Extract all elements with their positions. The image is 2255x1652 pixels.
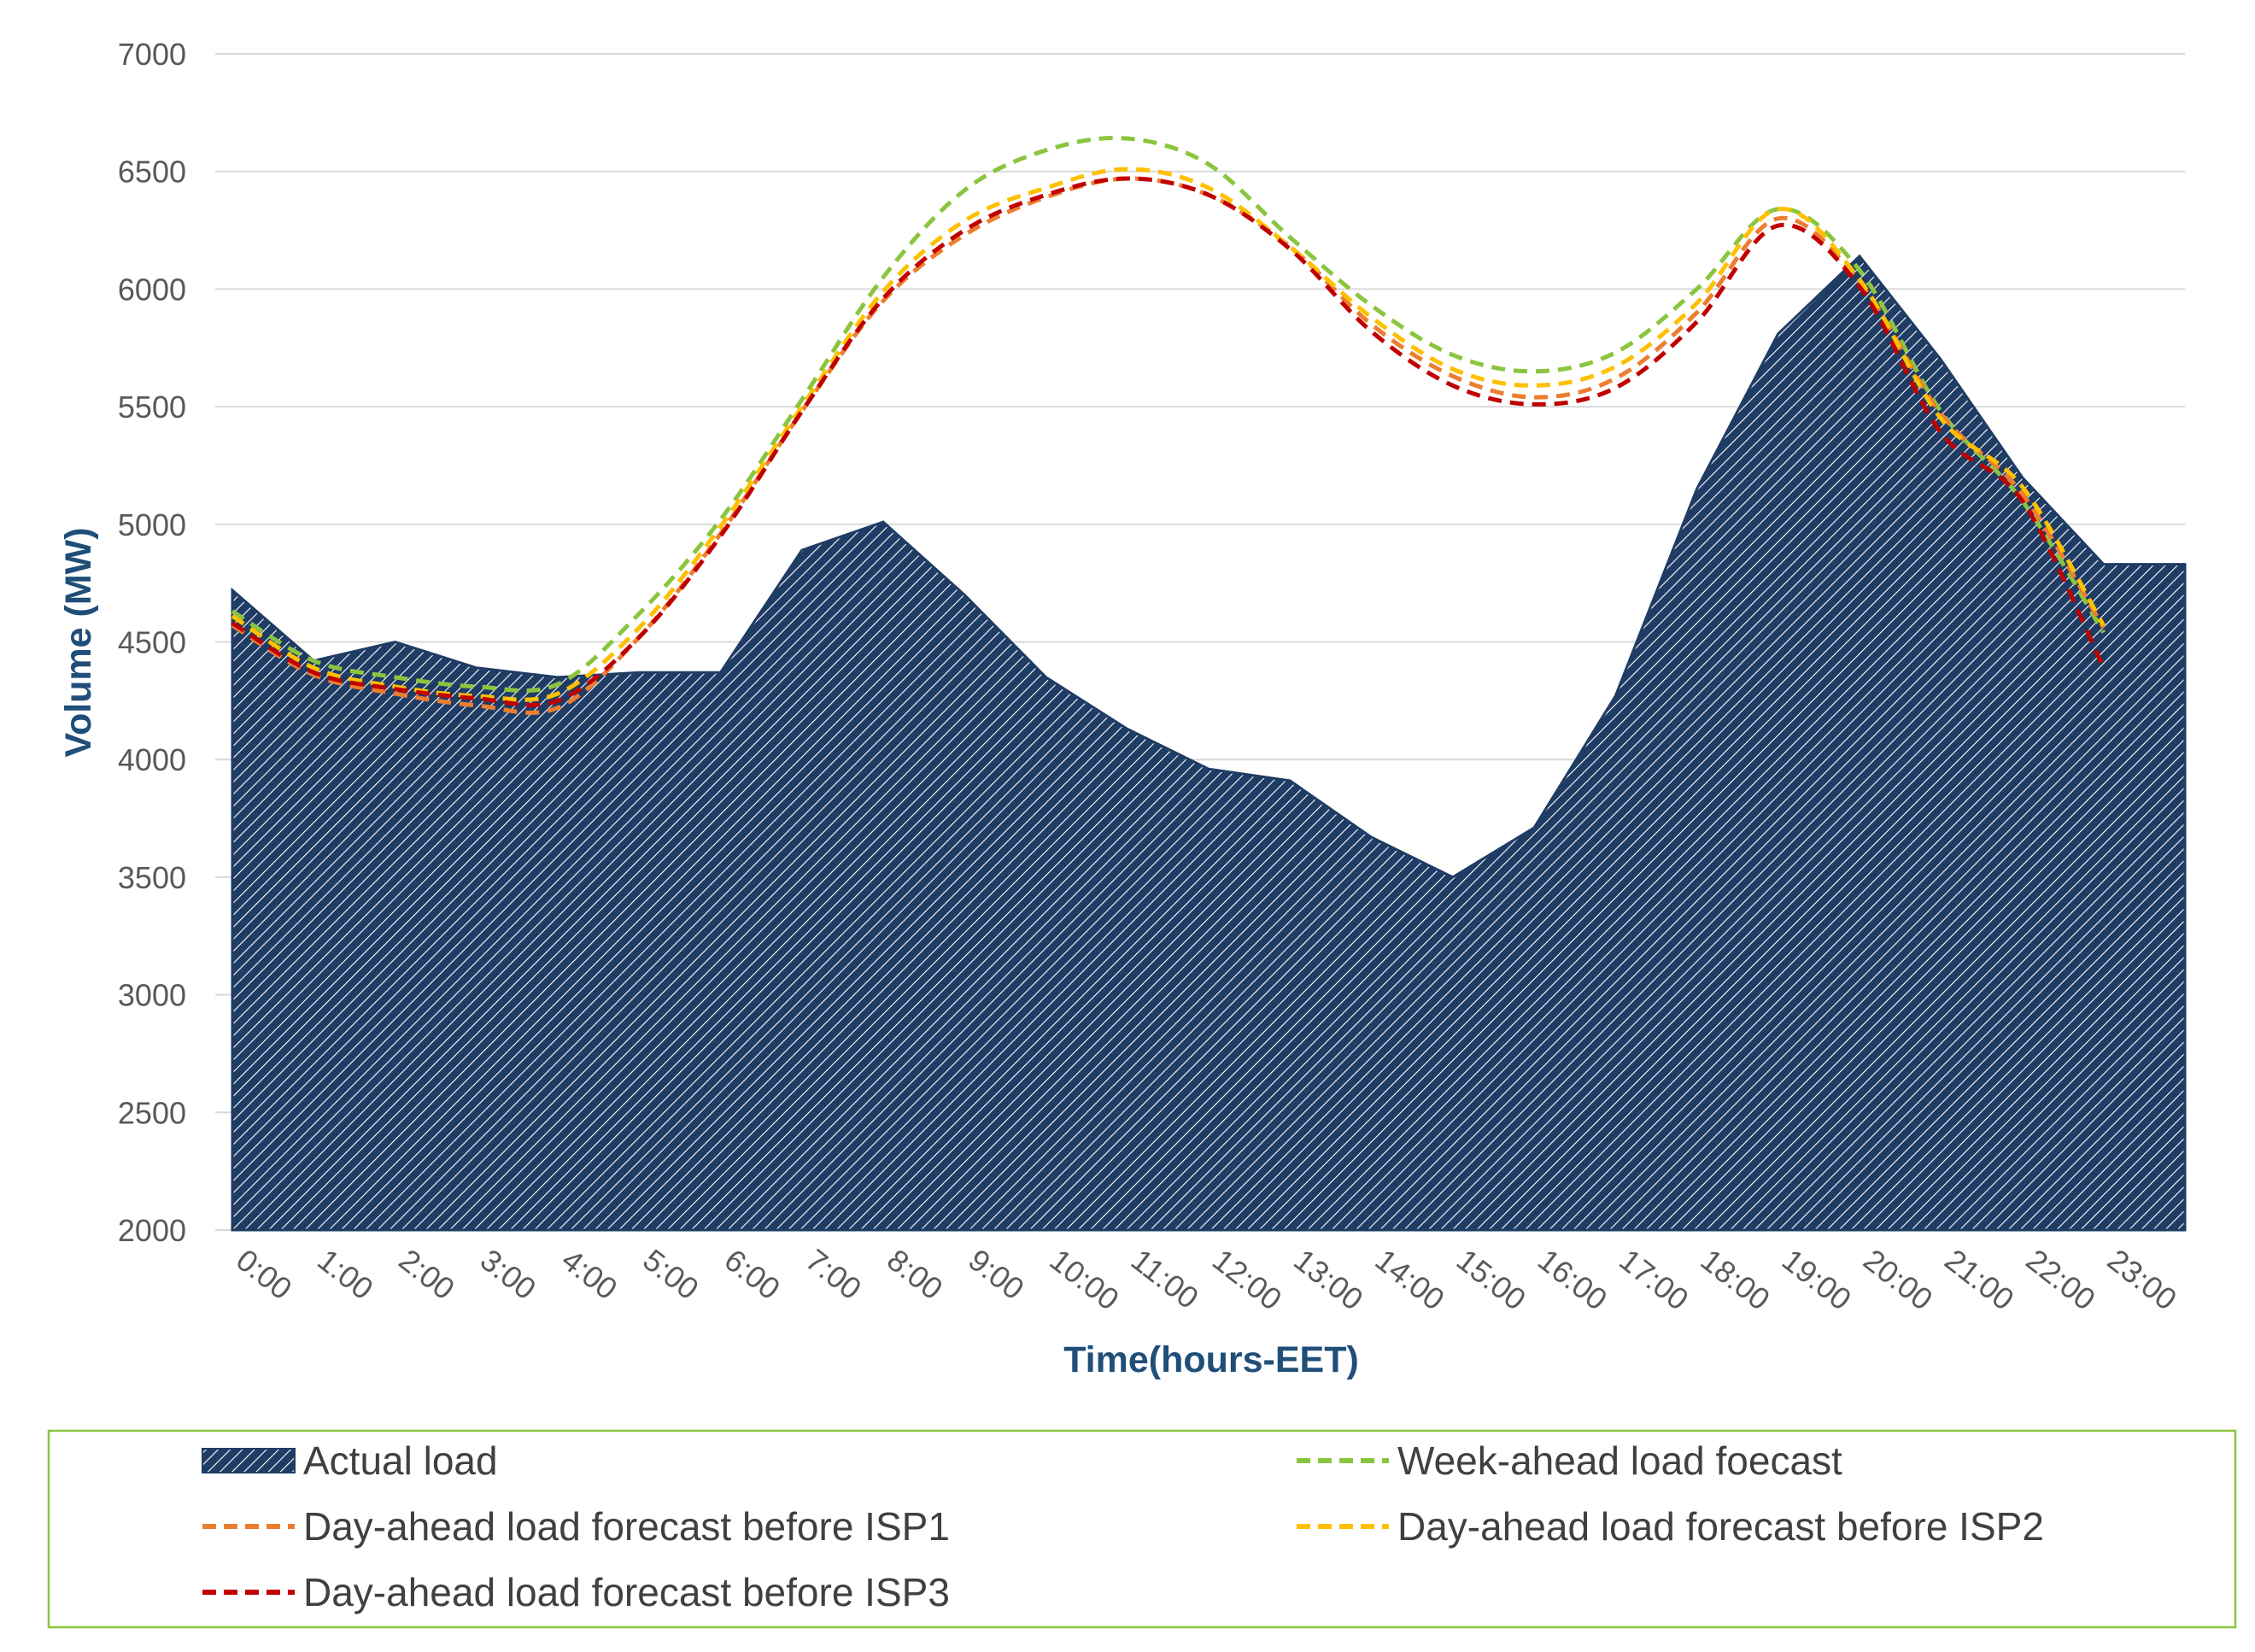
forecast-lines	[231, 136, 2106, 715]
x-tick-label: 21:00	[1938, 1242, 2020, 1317]
y-tick-label: 2000	[118, 1213, 186, 1248]
plot-area	[231, 254, 2187, 1232]
y-tick-label: 7000	[118, 37, 186, 72]
x-tick-label: 23:00	[2101, 1242, 2183, 1317]
x-tick-label: 0:00	[230, 1242, 298, 1306]
legend-item: Day-ahead load forecast before ISP1	[202, 1504, 950, 1549]
x-tick-label: 14:00	[1369, 1242, 1451, 1317]
y-tick-label: 3000	[118, 978, 186, 1013]
series-line-2	[231, 167, 2106, 702]
x-tick-label: 17:00	[1613, 1242, 1695, 1317]
y-tick-label: 3500	[118, 860, 186, 895]
x-tick-label: 9:00	[962, 1242, 1030, 1306]
y-tick-label: 2500	[118, 1095, 186, 1130]
x-tick-label: 2:00	[393, 1242, 461, 1306]
x-tick-label: 22:00	[2020, 1242, 2102, 1317]
x-tick-label: 12:00	[1206, 1242, 1288, 1317]
legend-item: Actual load	[202, 1438, 498, 1483]
x-tick-label: 8:00	[881, 1242, 949, 1306]
legend-label: Day-ahead load forecast before ISP1	[303, 1504, 950, 1549]
x-tick-label: 15:00	[1450, 1242, 1532, 1317]
y-tick-label: 4000	[118, 742, 186, 777]
y-tick-label: 4500	[118, 625, 186, 660]
series-line-0	[231, 136, 2106, 694]
y-tick-label: 6000	[118, 272, 186, 307]
y-axis-title: Volume (MW)	[58, 527, 99, 757]
legend-label: Day-ahead load forecast before ISP2	[1397, 1504, 2044, 1549]
legend-item: Week-ahead load foecast	[1297, 1438, 1842, 1483]
legend-label: Actual load	[303, 1438, 498, 1483]
legend-swatch-area	[202, 1448, 296, 1473]
y-tick-label: 5500	[118, 390, 186, 425]
y-axis-ticks: 2000 2500 3000 3500 4000 4500 5000 5500 6000 6500…	[118, 37, 186, 1248]
legend-label: Week-ahead load foecast	[1397, 1438, 1842, 1483]
x-tick-label: 10:00	[1044, 1242, 1126, 1317]
y-tick-label: 6500	[118, 155, 186, 190]
x-tick-label: 19:00	[1776, 1242, 1858, 1317]
legend-frame	[47, 1429, 2237, 1629]
legend-item: Day-ahead load forecast before ISP3	[202, 1570, 950, 1614]
legend: Actual load Week-ahead load foecast Day-ah…	[47, 1429, 2237, 1629]
legend-label: Day-ahead load forecast before ISP3	[303, 1570, 950, 1614]
x-tick-label: 1:00	[311, 1242, 379, 1306]
x-axis-ticks: 0:00 1:00 2:00 3:00 4:00 5:00 6:00 7:00 8:00 9:00…	[230, 1242, 2183, 1317]
legend-item: Day-ahead load forecast before ISP2	[1297, 1504, 2044, 1549]
x-tick-label: 3:00	[474, 1242, 542, 1306]
series-line-3	[231, 176, 2106, 707]
x-tick-label: 13:00	[1287, 1242, 1369, 1317]
x-axis-title: Time(hours-EET)	[1063, 1339, 1359, 1380]
series-area-actual-load	[231, 254, 2187, 1232]
x-tick-label: 4:00	[555, 1242, 624, 1306]
x-tick-label: 18:00	[1695, 1242, 1777, 1317]
x-tick-label: 20:00	[1857, 1242, 1939, 1317]
x-tick-label: 11:00	[1125, 1242, 1205, 1315]
x-tick-label: 16:00	[1532, 1242, 1614, 1317]
y-tick-label: 5000	[118, 507, 186, 542]
x-tick-label: 5:00	[636, 1242, 705, 1306]
x-tick-label: 7:00	[800, 1242, 868, 1306]
x-tick-label: 6:00	[718, 1242, 787, 1306]
